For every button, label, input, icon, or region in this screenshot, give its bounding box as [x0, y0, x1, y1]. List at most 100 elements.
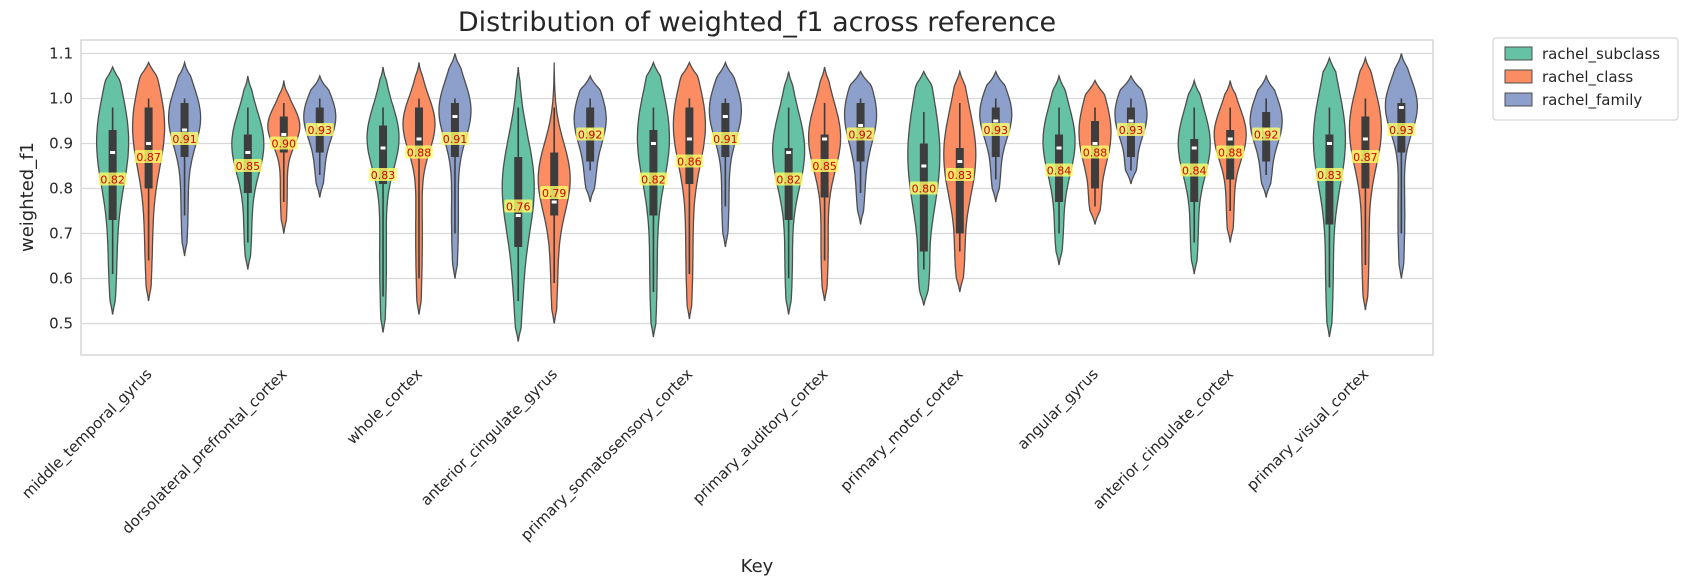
violin-rachel_family: 0.91 — [708, 60, 743, 248]
violin-rachel_family: 0.93 — [979, 69, 1013, 203]
mean-label-bg — [774, 172, 803, 186]
chart-title: Distribution of weighted_f1 across refer… — [458, 7, 1056, 38]
violin-median — [1398, 106, 1404, 109]
violin-rachel_family: 0.93 — [303, 74, 337, 198]
violin-rachel_subclass: 0.82 — [636, 60, 671, 338]
mean-label-bg — [405, 145, 433, 159]
violin-iqr-box — [955, 148, 964, 234]
violin-rachel_class: 0.90 — [267, 80, 301, 234]
violin-median — [858, 124, 864, 127]
mean-label-bg — [440, 132, 469, 145]
legend-swatch-rachel_class — [1504, 69, 1533, 84]
mean-label: 0.92 — [1254, 129, 1279, 142]
mean-label-bg — [846, 127, 875, 141]
mean-label: 0.82 — [776, 174, 801, 187]
violin-rachel_family: 0.93 — [1384, 53, 1419, 279]
violin-rachel_class: 0.88 — [1078, 79, 1112, 225]
mean-label: 0.91 — [172, 133, 197, 146]
violin-rachel_class: 0.87 — [131, 60, 166, 302]
violin-iqr-box — [450, 103, 459, 157]
y-tick-label: 0.5 — [49, 315, 73, 333]
violin-rachel_subclass: 0.82 — [771, 71, 806, 315]
violin-median — [182, 128, 188, 132]
violin-rachel_family: 0.92 — [1249, 74, 1283, 198]
violin-rachel_subclass: 0.83 — [1312, 56, 1347, 338]
mean-label-bg — [305, 123, 334, 136]
mean-label-bg — [1387, 123, 1416, 136]
mean-label: 0.76 — [506, 201, 531, 214]
violin-rachel_subclass: 0.82 — [95, 65, 130, 315]
violin-iqr-box — [919, 143, 928, 252]
mean-label: 0.93 — [308, 124, 333, 137]
violin-median — [1092, 142, 1098, 145]
mean-label-bg — [269, 136, 298, 150]
mean-label: 0.93 — [1119, 124, 1144, 137]
x-tick-label: anterior_cingulate_gyrus — [417, 365, 562, 510]
violin-rachel_family: 0.92 — [843, 70, 878, 225]
violin-median — [245, 151, 251, 154]
mean-label: 0.88 — [1218, 147, 1243, 160]
y-tick-label: 0.8 — [49, 180, 73, 198]
mean-label-bg — [909, 181, 938, 195]
violin-median — [957, 160, 963, 163]
mean-label: 0.83 — [948, 169, 973, 182]
violin-rachel_subclass: 0.83 — [366, 66, 400, 333]
mean-label-bg — [1045, 163, 1074, 177]
mean-label: 0.93 — [1389, 124, 1414, 137]
violin-median — [1191, 146, 1197, 150]
legend: rachel_subclass rachel_class rachel_family — [1492, 37, 1679, 121]
y-tick-label: 1.1 — [49, 45, 73, 63]
violin-median — [1056, 146, 1062, 150]
violin-median — [380, 146, 386, 150]
mean-label-bg — [1351, 150, 1380, 163]
x-tick-label: primary_visual_cortex — [1243, 365, 1373, 495]
violin-rachel_subclass: 0.85 — [231, 75, 265, 270]
violin-median — [551, 200, 557, 204]
x-tick-label: middle_temporal_gyrus — [18, 365, 156, 503]
violin-median — [1227, 137, 1233, 141]
legend-label-rachel_subclass: rachel_subclass — [1542, 45, 1660, 64]
mean-label-bg — [711, 132, 740, 145]
mean-label-bg — [576, 127, 605, 141]
plot-area — [80, 39, 1434, 356]
mean-label-bg — [98, 172, 127, 186]
mean-label: 0.83 — [371, 169, 396, 182]
mean-label: 0.82 — [641, 174, 666, 187]
mean-label: 0.84 — [1047, 165, 1072, 178]
y-axis-label: weighted_f1 — [17, 142, 38, 252]
legend-swatch-rachel_subclass — [1504, 46, 1533, 61]
mean-label-bg — [675, 154, 704, 168]
violin-iqr-box — [379, 125, 388, 184]
mean-label: 0.85 — [812, 160, 837, 173]
mean-label-bg — [945, 168, 974, 181]
mean-label-bg — [233, 159, 262, 172]
x-axis-label: Key — [741, 556, 774, 577]
mean-label-bg — [134, 150, 163, 163]
violin-median — [722, 115, 728, 118]
violin-median — [146, 142, 152, 145]
mean-label: 0.83 — [1317, 169, 1342, 182]
mean-label-bg — [810, 159, 839, 172]
mean-label: 0.87 — [1353, 151, 1378, 164]
mean-label-bg — [1315, 168, 1344, 181]
violins: 0.82 0.85 0.83 0.76 0.82 0.82 0.80 0.84 0.84 0.83… — [95, 53, 1419, 342]
violin-median — [281, 133, 287, 136]
violin-rachel_class: 0.85 — [807, 66, 842, 302]
mean-label-bg — [1180, 163, 1209, 177]
legend-swatch-rachel_family — [1504, 92, 1533, 107]
mean-label: 0.85 — [236, 160, 261, 173]
violin-rachel_family: 0.93 — [1114, 74, 1148, 185]
violin-rachel_family: 0.91 — [167, 59, 202, 257]
y-tick-label: 1.0 — [49, 90, 73, 108]
violin-iqr-box — [144, 107, 153, 189]
mean-label-bg — [540, 186, 569, 199]
grid-lines — [81, 52, 1433, 325]
mean-label: 0.93 — [984, 124, 1009, 137]
violin-median — [921, 164, 927, 168]
violin-iqr-box — [550, 152, 559, 216]
mean-label-bg — [981, 123, 1010, 136]
legend-frame — [1492, 37, 1679, 121]
mean-label: 0.86 — [677, 156, 702, 169]
violin-median — [1362, 137, 1368, 141]
